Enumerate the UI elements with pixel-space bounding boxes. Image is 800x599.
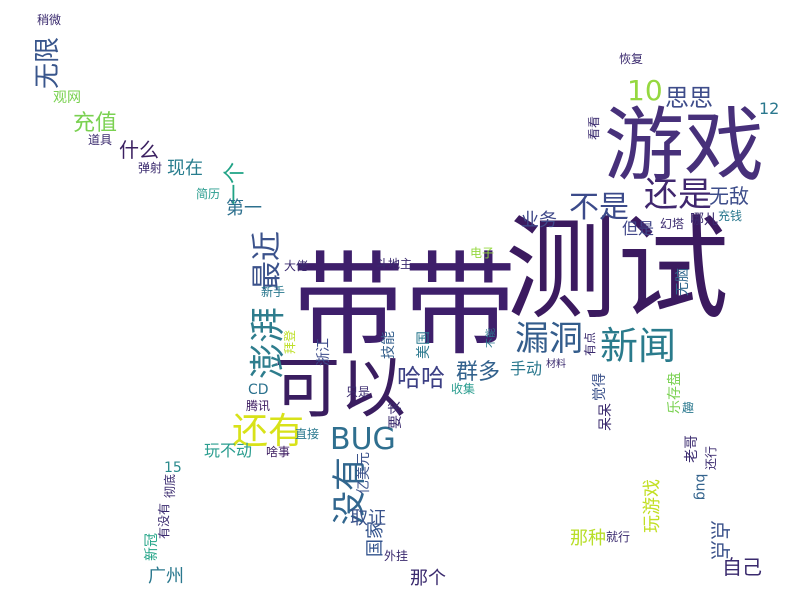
word: 亿美元 xyxy=(356,452,372,494)
word: 看看 xyxy=(587,115,602,141)
word: 点点 xyxy=(708,520,732,560)
word: 思思 xyxy=(665,84,713,112)
word: 澎湃 xyxy=(248,306,290,380)
word: 15 xyxy=(164,460,182,476)
word: 道具 xyxy=(88,133,113,147)
word: 群多 xyxy=(456,360,501,385)
word: 玩游戏 xyxy=(642,479,663,533)
word: 漏洞 xyxy=(515,319,583,359)
word: 10 xyxy=(627,74,663,107)
word: 觉得 xyxy=(592,373,608,401)
word: 但是 xyxy=(622,219,655,238)
word: 趣 xyxy=(682,401,695,415)
word: 充值 xyxy=(73,111,118,136)
word: 美国 xyxy=(416,331,432,359)
word: 第一 xyxy=(226,198,262,219)
word: 观网 xyxy=(53,90,81,106)
word: 还行 xyxy=(704,445,719,471)
word: 外挂 xyxy=(384,549,409,563)
word: 无限 xyxy=(33,36,64,90)
word: CD xyxy=(248,382,269,398)
word: 新手 xyxy=(261,285,286,299)
word: 稍微 xyxy=(37,13,62,27)
word: 不能 xyxy=(486,328,497,348)
word: 带带 xyxy=(292,241,516,371)
word: bug xyxy=(692,473,709,501)
word: 材料 xyxy=(546,359,566,370)
word: 只是 xyxy=(346,385,371,399)
word: 简历 xyxy=(196,187,221,201)
word: 测试 xyxy=(505,205,729,335)
word: 取证 xyxy=(350,508,386,529)
word: 无脑 xyxy=(675,268,691,296)
word: 电子 xyxy=(470,246,495,260)
word: 腾讯 xyxy=(246,399,271,413)
word: 恢复 xyxy=(619,52,644,66)
word: 大佬 xyxy=(284,259,309,273)
word: 呆呆 xyxy=(598,403,614,431)
word: 还有 xyxy=(232,411,305,452)
word: 乐存盘 xyxy=(667,372,683,414)
word: 要求 xyxy=(388,401,404,429)
word: 12 xyxy=(759,99,780,118)
word: 业务 xyxy=(521,210,557,231)
word: 哪儿 xyxy=(690,212,718,228)
word: 可以 xyxy=(274,350,406,427)
word: 手动 xyxy=(510,359,543,378)
word: 现在 xyxy=(167,158,203,179)
word: 就行 xyxy=(606,530,631,544)
word: 那个 xyxy=(410,568,446,589)
word: 哈哈 xyxy=(397,364,445,392)
word: 拜登 xyxy=(283,329,298,355)
word: 浙江 xyxy=(316,338,332,366)
word: 游戏 xyxy=(604,99,764,192)
word: 直接 xyxy=(295,427,320,441)
word: BUG xyxy=(330,422,396,457)
word: 还是 xyxy=(644,175,712,215)
word: 啥事 xyxy=(266,445,291,459)
word: 最近 xyxy=(250,231,285,291)
word: 技能 xyxy=(381,331,397,359)
word: 老哥 xyxy=(684,435,700,463)
word: 不是 xyxy=(569,190,629,225)
word: 广州 xyxy=(148,566,184,587)
word: 斗地主 xyxy=(376,257,413,271)
word: 有没有 xyxy=(157,502,172,540)
word: 幻塔 xyxy=(660,217,685,231)
word: 彻底 xyxy=(163,473,178,499)
word: 什么 xyxy=(119,138,159,162)
word: 有点 xyxy=(583,331,598,357)
word: 收集 xyxy=(451,382,476,396)
word: 玩不动 xyxy=(204,441,253,460)
word: 那种 xyxy=(570,528,606,549)
word: 无敌 xyxy=(709,184,749,208)
word: 充钱 xyxy=(718,209,743,223)
word: 自己 xyxy=(722,555,762,579)
word: 新闻 xyxy=(600,324,677,368)
word: 弹射 xyxy=(138,161,163,175)
